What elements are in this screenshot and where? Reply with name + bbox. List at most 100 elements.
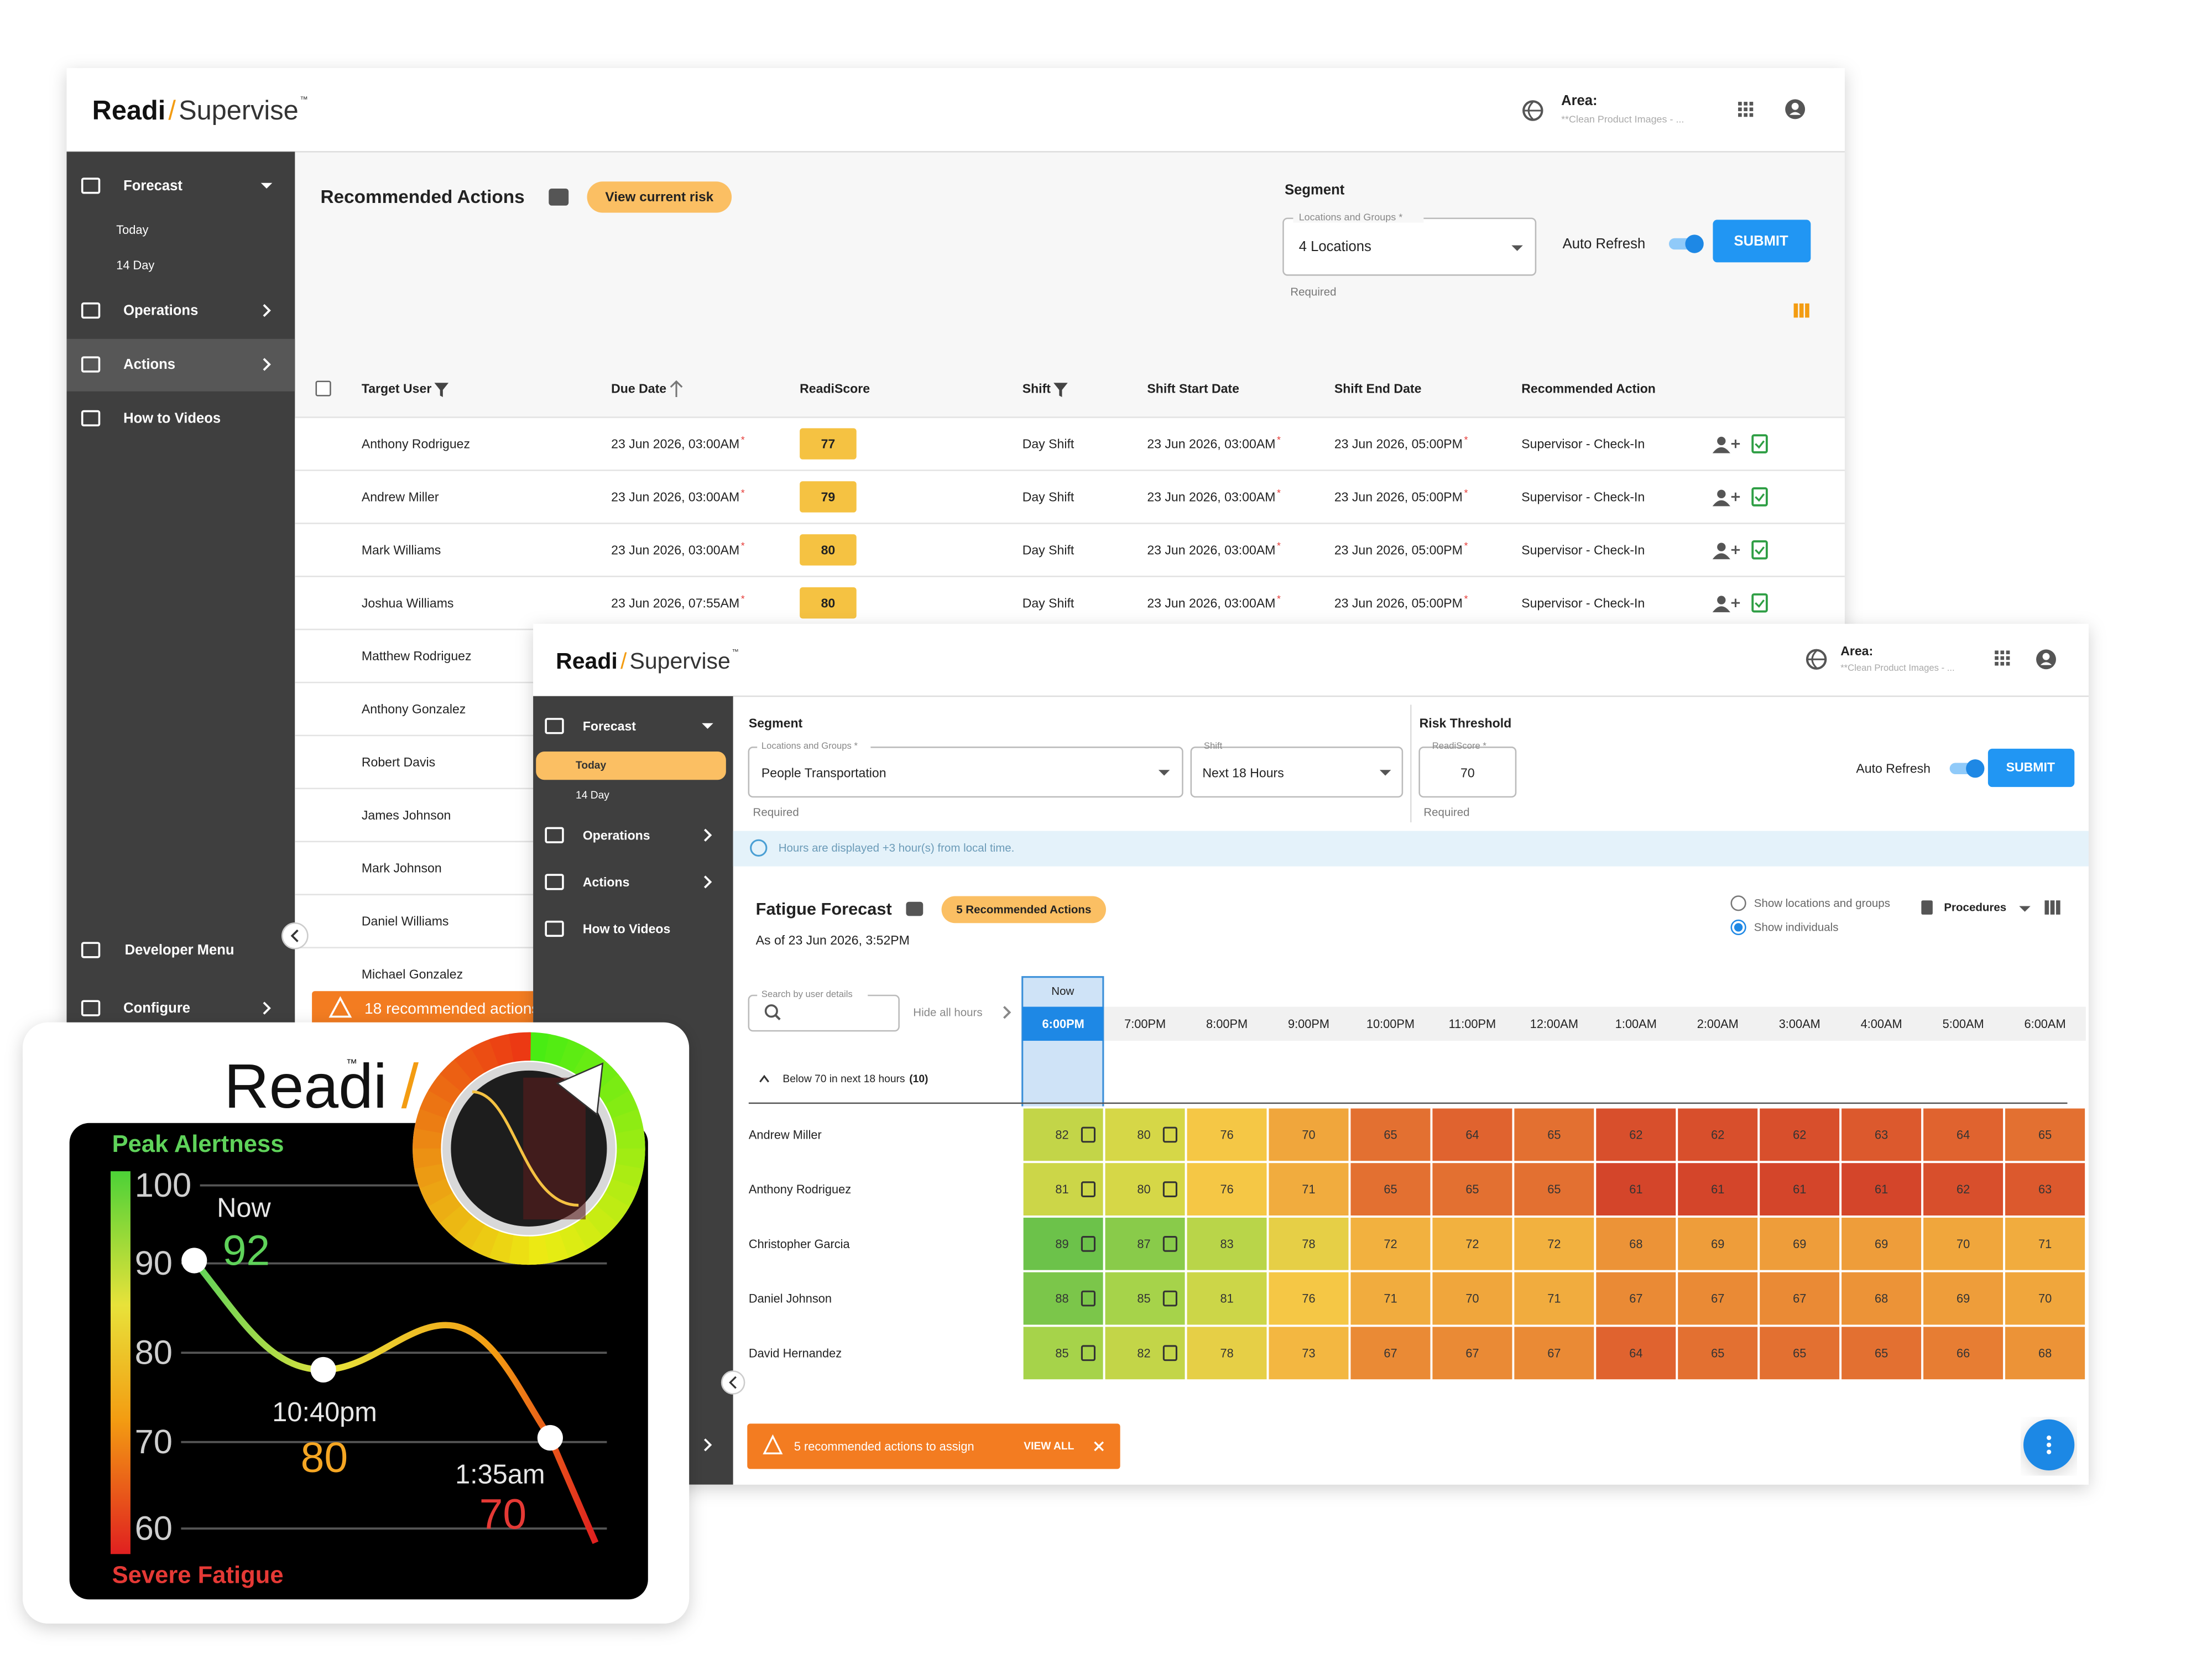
auto-refresh-label: Auto Refresh (1856, 761, 1931, 776)
collapse-button[interactable] (281, 922, 309, 950)
gauge-ring-segment (413, 1146, 442, 1169)
forecast-cell (1103, 1270, 1187, 1327)
column-header[interactable]: Due Date (611, 382, 666, 396)
forecast-cell (1757, 1106, 1842, 1164)
nav-item[interactable]: 14 Day (116, 258, 154, 272)
action-icon[interactable] (1162, 1126, 1177, 1143)
user-icon-head (1791, 102, 1799, 110)
alert-banner[interactable] (312, 991, 596, 1025)
shift-field[interactable] (1190, 747, 1404, 798)
hide-hours[interactable]: Hide all hours (913, 1006, 982, 1019)
brand-tm: ™ (300, 96, 308, 105)
risk-button-label[interactable]: View current risk (605, 190, 713, 205)
forecast-title: Fatigue Forecast (756, 899, 892, 919)
collapse-button[interactable] (721, 1370, 745, 1395)
submit-button[interactable] (1987, 748, 2075, 787)
readiscore: 79 (821, 489, 836, 504)
forecast-cell (1021, 1161, 1105, 1218)
radio-label[interactable]: Show individuals (1754, 921, 1839, 933)
chevron (1003, 1006, 1011, 1019)
submit-label[interactable]: SUBMIT (2006, 760, 2055, 774)
now-label: Now (1051, 985, 1074, 998)
nav-icon (81, 178, 101, 194)
action-icon[interactable] (1081, 1290, 1096, 1307)
action-icon[interactable] (1162, 1290, 1177, 1307)
assign-icon[interactable] (1717, 596, 1726, 604)
assign-icon[interactable] (1717, 542, 1726, 551)
nav-item[interactable]: Operations (583, 828, 650, 842)
cell-score: 71 (1384, 1292, 1397, 1306)
nav-item[interactable]: How to Videos (123, 410, 221, 426)
view-all[interactable]: VIEW ALL (1024, 1441, 1074, 1452)
column-header[interactable]: Shift Start Date (1147, 382, 1239, 396)
select-all-checkbox[interactable] (315, 380, 331, 397)
globe-icon (1808, 650, 1825, 669)
submit-label[interactable]: SUBMIT (1734, 233, 1788, 249)
checklist-icon[interactable] (1751, 540, 1768, 560)
point-label: Now (217, 1193, 271, 1223)
action-icon[interactable] (1081, 1181, 1096, 1197)
search-icon (764, 1004, 778, 1018)
nav-item[interactable]: Today (576, 760, 606, 771)
assign-icon[interactable] (1717, 489, 1726, 499)
columns-icon (2044, 900, 2049, 915)
submit-button[interactable] (1713, 220, 1811, 263)
search-field[interactable] (748, 994, 900, 1032)
required-mark: * (741, 487, 745, 498)
column-header[interactable]: ReadiScore (800, 382, 870, 396)
forecast-cell (1839, 1106, 1924, 1164)
nav-item[interactable]: How to Videos (583, 921, 670, 936)
score-badge (800, 481, 857, 513)
radio[interactable] (1730, 895, 1746, 911)
risk-button[interactable] (587, 181, 732, 213)
nav-item[interactable]: Forecast (583, 719, 636, 733)
nav-item[interactable]: Today (116, 223, 148, 237)
cell-score: 64 (1629, 1346, 1642, 1360)
cell-score: 70 (1302, 1128, 1315, 1141)
column-header[interactable]: Recommended Action (1521, 382, 1656, 396)
threshold-field[interactable] (1418, 747, 1517, 798)
cell-score: 82 (1055, 1128, 1068, 1141)
toggle-knob (1966, 759, 1985, 778)
nav-item[interactable]: Configure (123, 1000, 190, 1016)
recommended-label[interactable]: 5 Recommended Actions (956, 903, 1091, 916)
assign-icon[interactable] (1717, 436, 1726, 446)
brand-slash: / (168, 96, 176, 126)
nav-item[interactable]: 14 Day (576, 790, 609, 801)
action-icon[interactable] (1081, 1236, 1096, 1252)
checklist-icon[interactable] (1751, 487, 1768, 507)
gauge-ring-segment (507, 1234, 529, 1265)
nav-item[interactable]: Developer Menu (125, 942, 234, 958)
procedures-button[interactable]: Procedures (1944, 901, 2006, 914)
radio-label[interactable]: Show locations and groups (1754, 897, 1890, 910)
apps-icon-dot (1738, 102, 1742, 106)
column-header[interactable]: Shift End Date (1334, 382, 1422, 396)
nav-item[interactable]: Forecast (123, 178, 182, 194)
apps-icon-dot (2006, 656, 2010, 660)
column-header[interactable]: Target User (362, 382, 431, 396)
required-mark: * (1464, 593, 1468, 604)
recommended-pill[interactable] (941, 896, 1106, 924)
nav-item[interactable]: Actions (583, 875, 630, 889)
action-icon[interactable] (1162, 1236, 1177, 1252)
alert-banner (747, 1423, 1120, 1469)
action-icon[interactable] (1162, 1345, 1177, 1361)
action-icon[interactable] (1081, 1345, 1096, 1361)
cell-score: 89 (1055, 1237, 1068, 1251)
assign-icon (1712, 439, 1740, 453)
action-icon[interactable] (1162, 1181, 1177, 1197)
target-user: Andrew Miller (362, 489, 439, 504)
gauge-ring-segment (557, 1224, 587, 1259)
checklist-icon[interactable] (1751, 434, 1768, 453)
action-icon[interactable] (1081, 1126, 1096, 1143)
cell-score: 69 (1875, 1237, 1888, 1251)
nav-item[interactable]: Actions (123, 357, 175, 372)
target-user: Anthony Rodriguez (362, 437, 470, 451)
column-header[interactable]: Shift (1022, 382, 1051, 396)
locations-field[interactable] (748, 747, 1183, 798)
nav-active (66, 338, 295, 392)
nav-item[interactable]: Operations (123, 303, 198, 319)
checklist-icon[interactable] (1751, 593, 1768, 613)
forecast-cell (1757, 1270, 1842, 1327)
cell-score: 69 (1793, 1237, 1806, 1251)
